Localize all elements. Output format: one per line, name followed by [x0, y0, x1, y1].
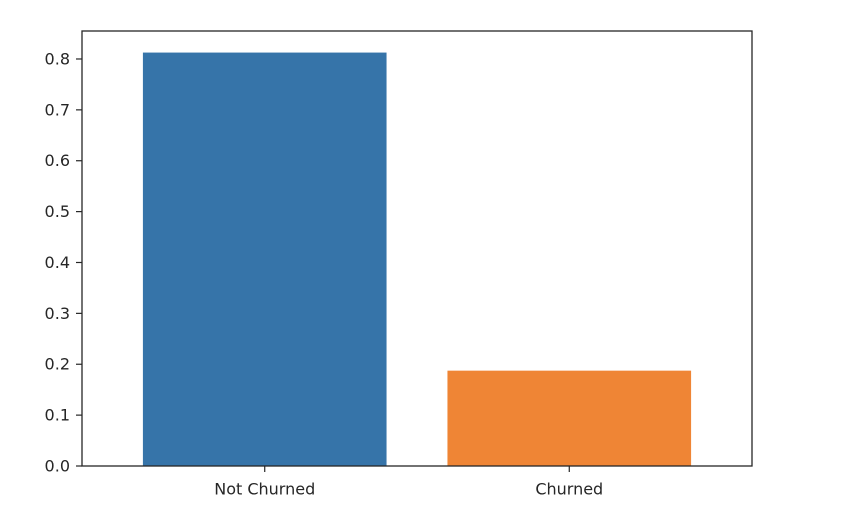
y-tick-label: 0.4 [45, 253, 70, 272]
y-tick-label: 0.3 [45, 304, 70, 323]
x-axis: Not Churned Churned [214, 466, 603, 499]
y-tick-label: 0.0 [45, 457, 70, 476]
x-tick-label: Not Churned [214, 480, 315, 499]
y-tick-label: 0.2 [45, 355, 70, 374]
y-tick-label: 0.6 [45, 151, 70, 170]
y-axis: 0.0 0.1 0.2 0.3 0.4 0.5 0.6 0.7 0.8 [45, 49, 82, 476]
y-tick-label: 0.8 [45, 49, 70, 68]
plot-frame [81, 30, 753, 467]
bar-not-churned [142, 52, 387, 466]
x-tick-label: Churned [535, 480, 603, 499]
y-tick-label: 0.5 [45, 202, 70, 221]
y-tick-label: 0.1 [45, 406, 70, 425]
y-tick-label: 0.7 [45, 100, 70, 119]
bar-churned [447, 370, 692, 466]
bars-layer [142, 52, 692, 466]
